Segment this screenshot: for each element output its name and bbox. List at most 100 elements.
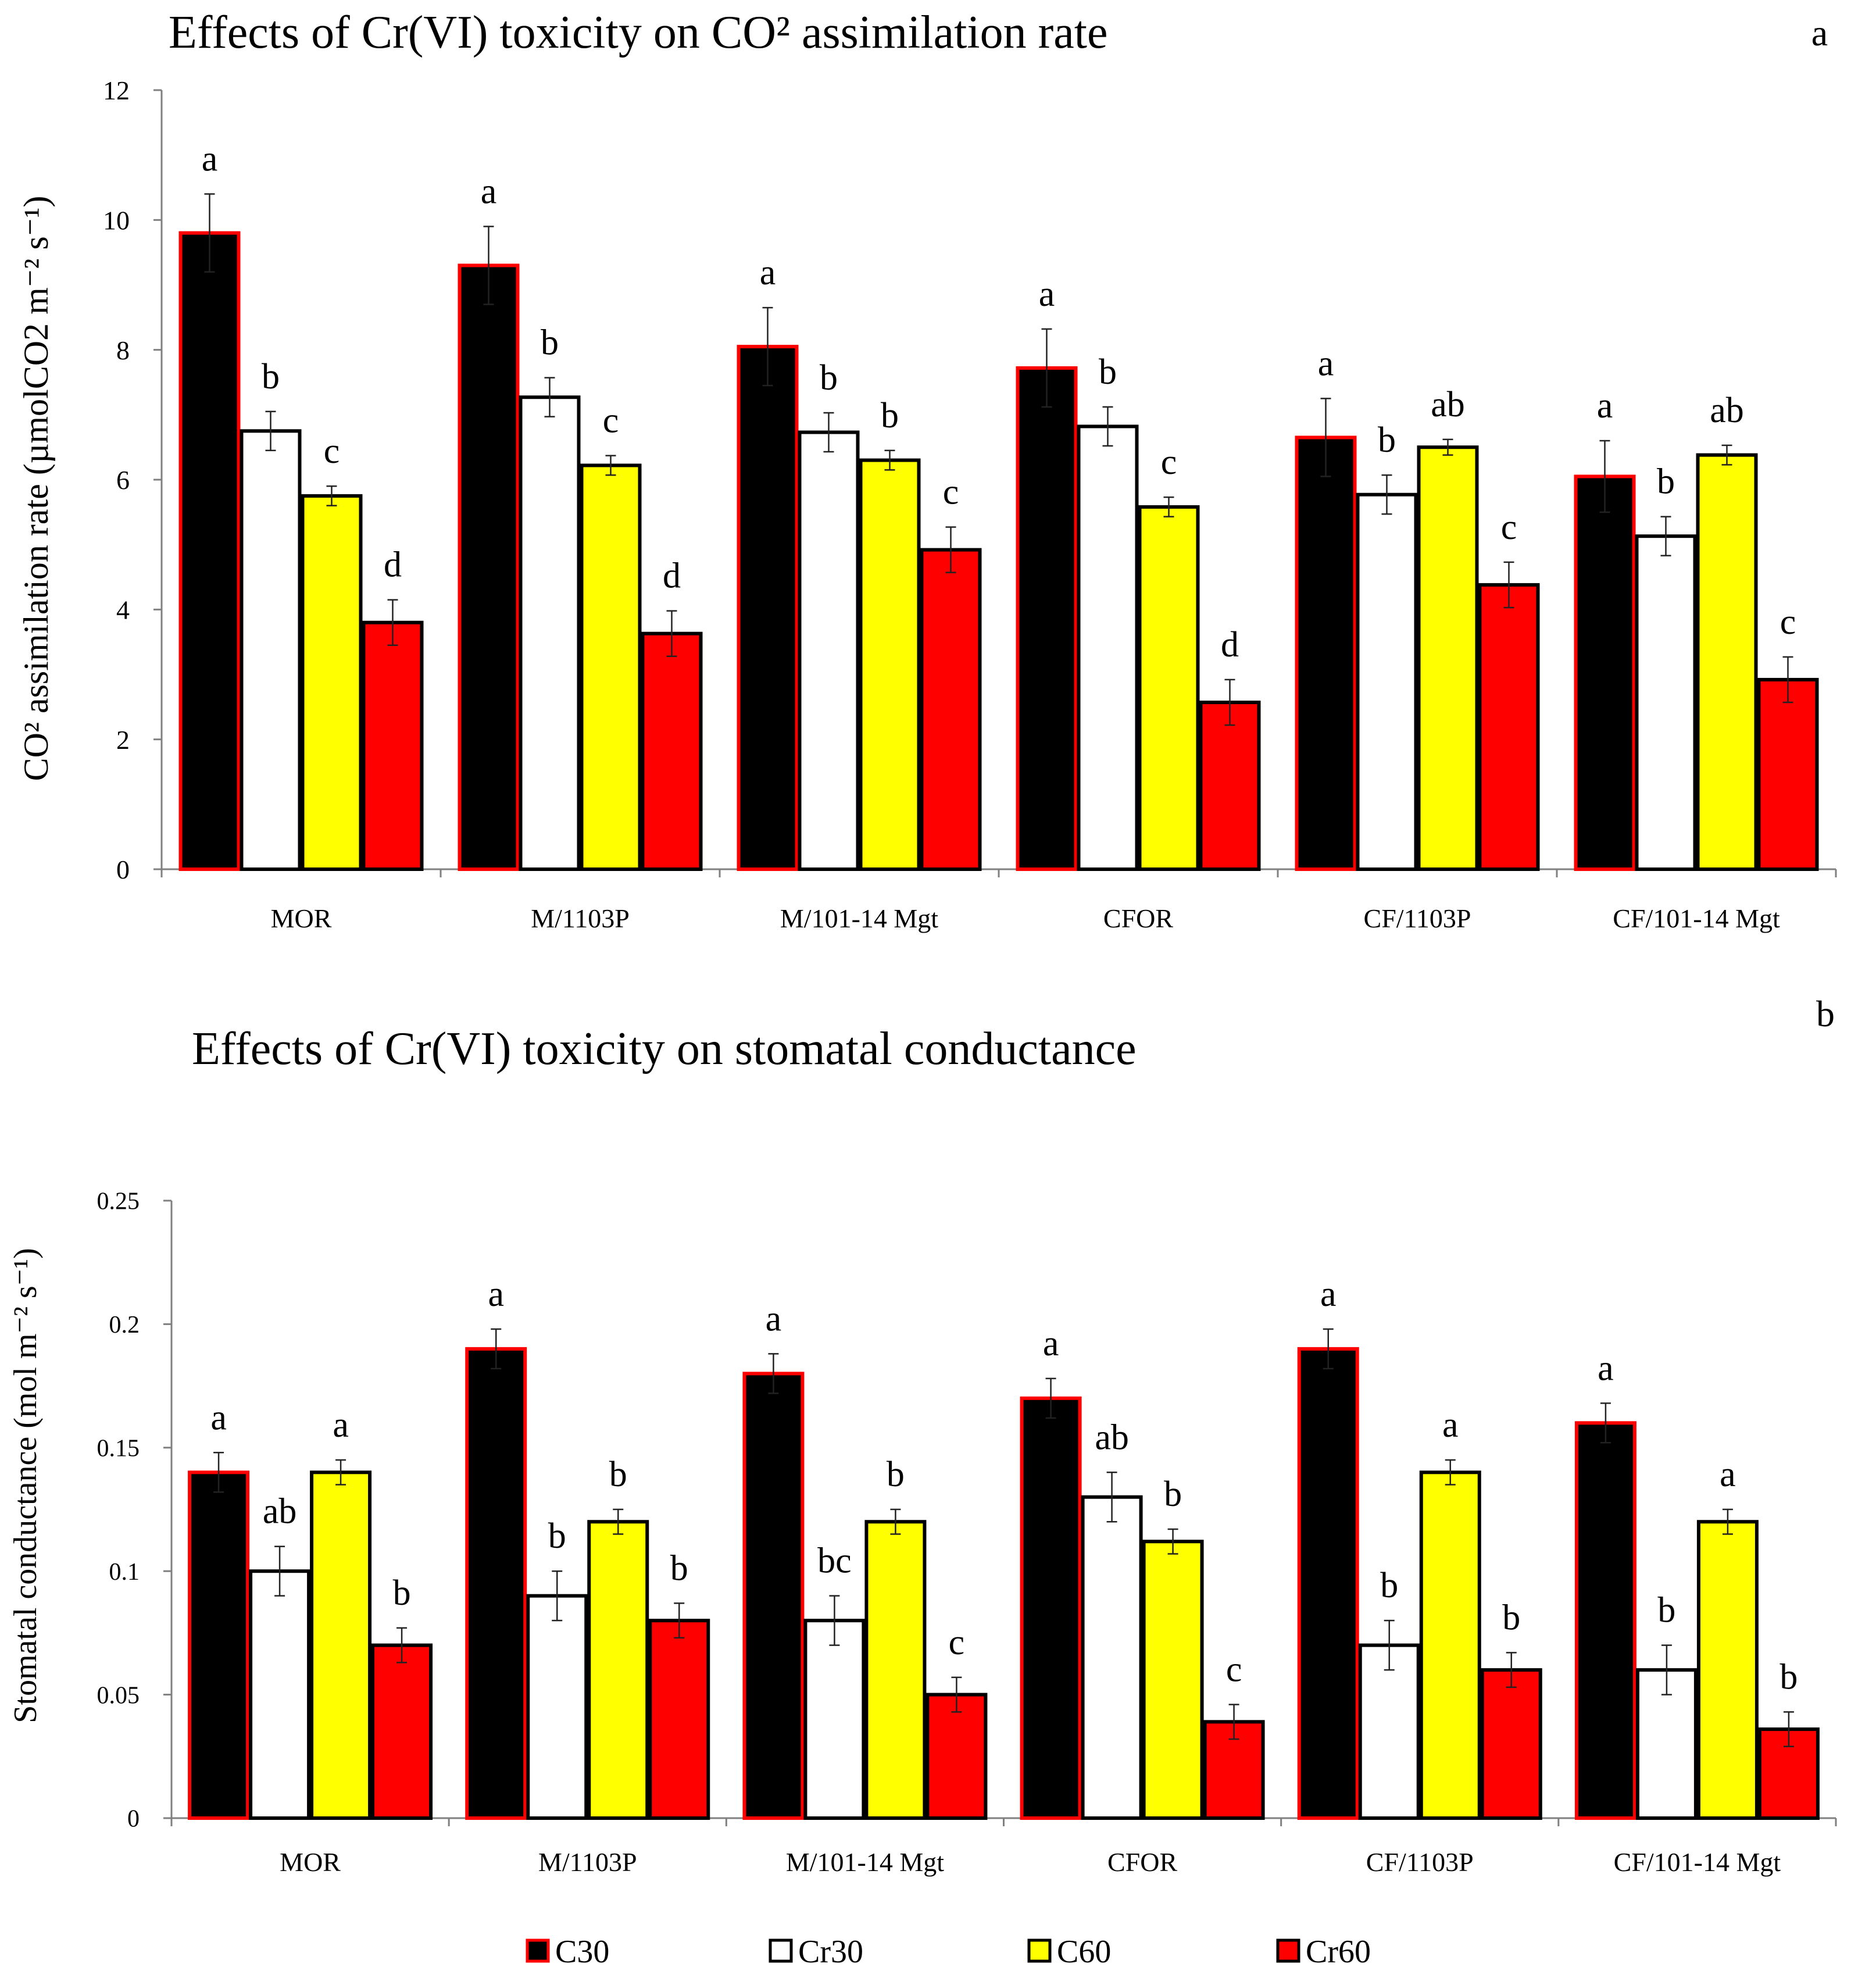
- bar-c30: [458, 263, 520, 871]
- legend-label-c60: C60: [1057, 1934, 1111, 1970]
- legend-swatch-cr30: [769, 1938, 793, 1963]
- bar-c60: [859, 458, 921, 871]
- bar-cr60: [648, 1619, 710, 1820]
- x-tick-label: CFOR: [1103, 904, 1173, 933]
- significance-letter: c: [603, 401, 619, 441]
- x-tick-label: CF/1103P: [1366, 1847, 1474, 1877]
- significance-letter: b: [262, 357, 280, 397]
- bar-cr30: [249, 1569, 311, 1820]
- bar-cr30: [1081, 1495, 1143, 1820]
- significance-letter: b: [541, 323, 559, 363]
- significance-letter: b: [670, 1548, 688, 1588]
- x-tick-label: CF/101-14 Mgt: [1614, 1847, 1781, 1877]
- significance-letter: b: [1164, 1475, 1182, 1514]
- significance-letter: a: [1442, 1405, 1459, 1445]
- bar-c30: [178, 231, 241, 872]
- significance-letter: d: [1221, 625, 1239, 665]
- x-tick-label: CFOR: [1107, 1847, 1177, 1877]
- significance-letter: a: [1320, 1274, 1337, 1314]
- significance-letter: a: [481, 172, 497, 212]
- bar-cr30: [1356, 492, 1418, 871]
- bar-c60: [864, 1520, 927, 1820]
- bar-cr60: [362, 620, 424, 871]
- chart-a-title: Effects of Cr(VI) toxicity on CO² assimi…: [169, 7, 1107, 58]
- significance-letter: b: [1779, 1657, 1798, 1697]
- bar-c60: [1142, 1540, 1204, 1820]
- significance-letter: a: [210, 1398, 227, 1437]
- significance-letter: a: [1043, 1324, 1059, 1363]
- bar-c30: [188, 1470, 250, 1820]
- bar-cr30: [1358, 1643, 1420, 1820]
- significance-letter: a: [1318, 344, 1334, 383]
- y-tick-label: 12: [103, 76, 130, 105]
- significance-letter: a: [760, 253, 776, 292]
- legend-item-c30: C30: [526, 1934, 609, 1970]
- bar-c30: [1574, 474, 1636, 871]
- bar-c30: [1016, 366, 1078, 871]
- bar-c30: [737, 345, 799, 871]
- significance-letter: ab: [1431, 385, 1465, 424]
- significance-letter: d: [384, 545, 402, 585]
- significance-letter: b: [887, 1455, 905, 1494]
- bar-cr60: [920, 548, 982, 871]
- bar-c30: [1020, 1396, 1082, 1820]
- significance-letter: b: [881, 396, 899, 435]
- legend-item-cr30: Cr30: [769, 1934, 863, 1970]
- bar-cr30: [526, 1594, 588, 1820]
- bar-cr30: [798, 430, 860, 871]
- bar-c60: [1417, 445, 1479, 871]
- y-tick-label: 0.1: [109, 1559, 140, 1586]
- significance-letter: c: [1501, 508, 1517, 547]
- bar-cr30: [1635, 534, 1697, 871]
- significance-letter: a: [1720, 1455, 1736, 1494]
- y-tick-label: 0.05: [97, 1682, 140, 1709]
- significance-letter: a: [488, 1274, 504, 1314]
- chart-b-title: Effects of Cr(VI) toxicity on stomatal c…: [192, 1023, 1137, 1074]
- legend-label-cr60: Cr60: [1306, 1934, 1371, 1970]
- significance-letter: a: [766, 1299, 782, 1338]
- significance-letter: b: [1099, 352, 1117, 392]
- bar-c30: [1295, 435, 1357, 871]
- y-tick-label: 0: [127, 1806, 140, 1833]
- y-tick-label: 8: [116, 335, 130, 365]
- x-tick-label: M/101-14 Mgt: [786, 1847, 944, 1877]
- significance-letter: c: [324, 431, 340, 471]
- y-tick-label: 6: [116, 465, 130, 495]
- x-tick-label: CF/101-14 Mgt: [1613, 904, 1780, 933]
- bar-c60: [1419, 1470, 1481, 1820]
- legend-label-c30: C30: [555, 1934, 609, 1970]
- significance-letter: a: [1597, 386, 1613, 426]
- y-tick-label: 0.25: [97, 1188, 140, 1215]
- significance-letter: c: [943, 473, 959, 512]
- bar-cr60: [1757, 677, 1819, 872]
- legend-label-cr30: Cr30: [798, 1934, 863, 1970]
- significance-letter: bc: [817, 1541, 852, 1581]
- x-tick-label: M/1103P: [531, 904, 630, 933]
- significance-letter: b: [393, 1573, 411, 1613]
- legend: C30 Cr30 C60 Cr60: [526, 1934, 1371, 1970]
- significance-letter: b: [1380, 1566, 1398, 1605]
- chart-a-y-axis-label: CO² assimilation rate (µmolCO2 m⁻² s⁻¹): [17, 196, 55, 781]
- bar-c60: [580, 463, 642, 871]
- significance-letter: d: [663, 556, 681, 596]
- bar-cr60: [1480, 1668, 1542, 1820]
- bar-c60: [310, 1470, 372, 1820]
- x-tick-label: M/1103P: [538, 1847, 637, 1877]
- legend-item-c60: C60: [1027, 1934, 1111, 1970]
- significance-letter: c: [1161, 442, 1177, 482]
- bar-c30: [465, 1347, 527, 1820]
- y-tick-label: 0: [116, 855, 130, 884]
- significance-letter: a: [333, 1405, 349, 1445]
- x-tick-label: CF/1103P: [1364, 904, 1471, 933]
- x-tick-label: MOR: [271, 904, 332, 933]
- bar-cr30: [240, 429, 302, 871]
- chart-b-plot: 00.050.10.150.20.25MORaababM/1103PabbbM/…: [97, 1188, 1837, 1877]
- chart-a-panel-label: a: [1811, 12, 1828, 53]
- chart-b-y-axis-label: Stomatal conductance (mol m⁻² s⁻¹): [8, 1248, 44, 1723]
- bar-c30: [742, 1372, 805, 1820]
- significance-letter: b: [1502, 1598, 1520, 1637]
- chart-a: Effects of Cr(VI) toxicity on CO² assimi…: [17, 7, 1837, 933]
- bar-c60: [1138, 505, 1200, 871]
- bar-c60: [301, 494, 363, 871]
